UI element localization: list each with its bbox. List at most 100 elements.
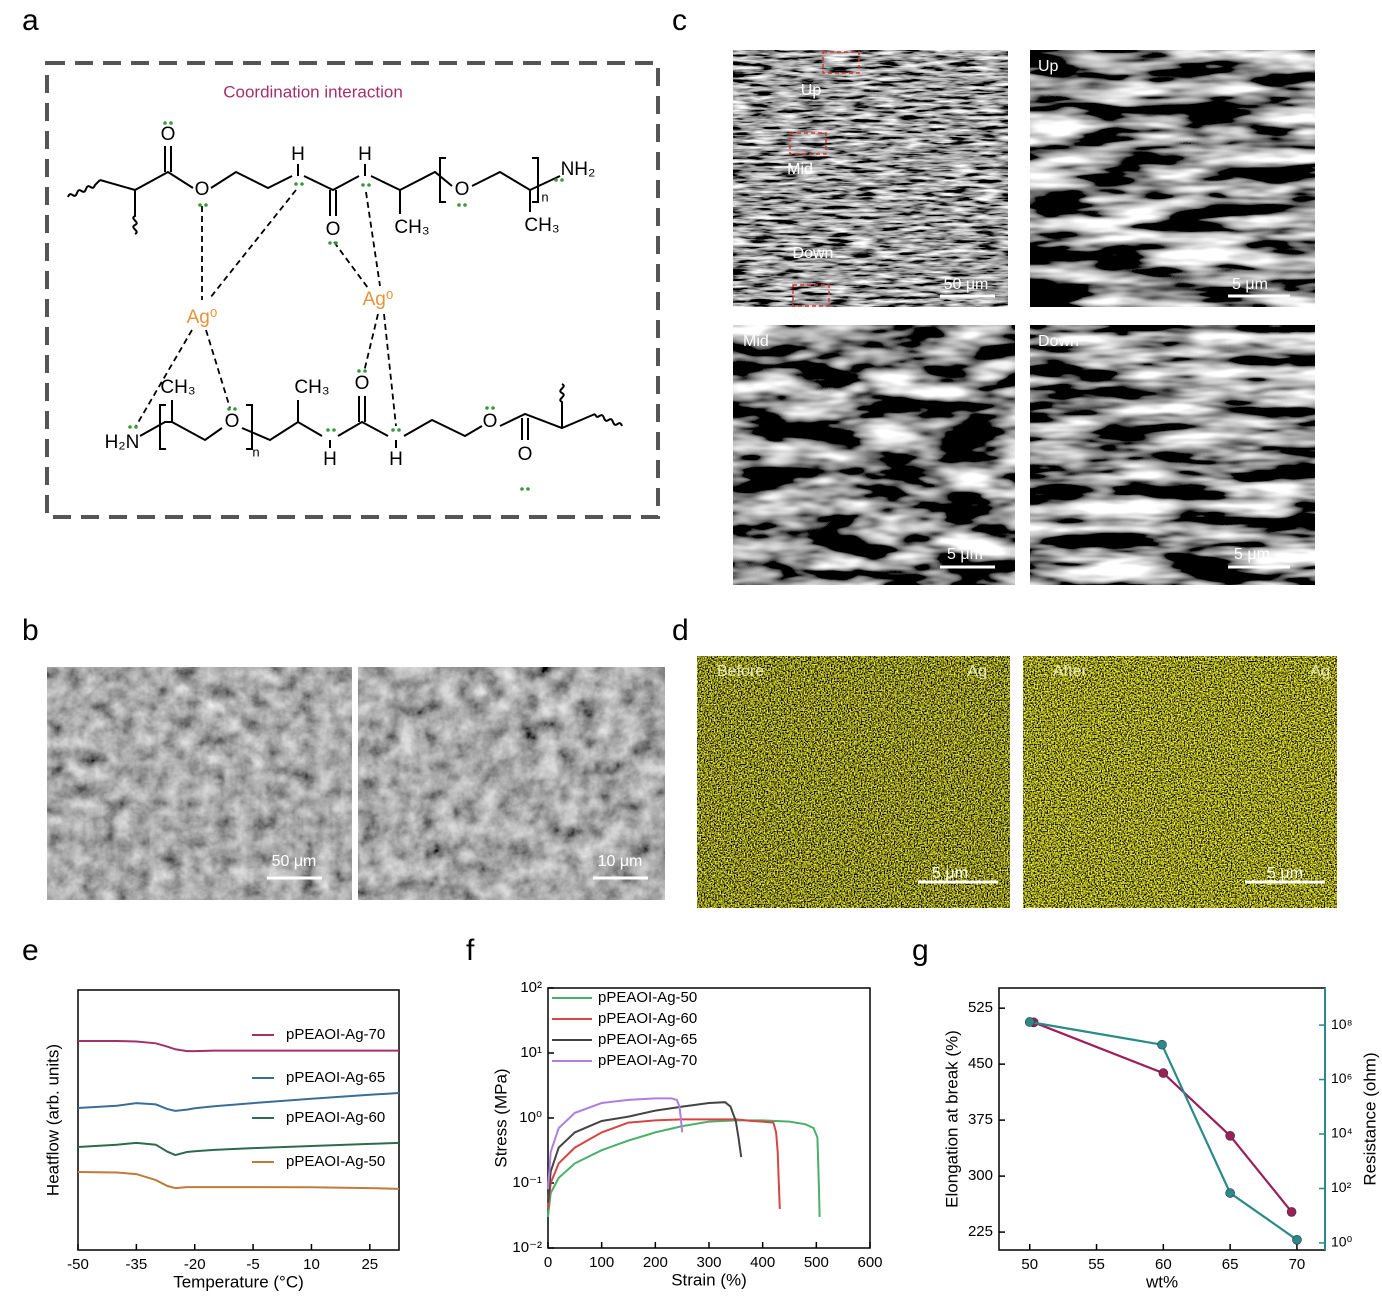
x-tick-label: 65: [1222, 1256, 1239, 1273]
lone-pair: [328, 241, 332, 245]
atom-label: O: [225, 411, 240, 432]
image-label: After: [1053, 663, 1087, 680]
image-label: Ag: [1310, 663, 1330, 680]
atom-label: O: [161, 124, 176, 145]
lone-pair: [294, 182, 298, 186]
x-tick-label: -20: [184, 1256, 206, 1273]
scale-bar-label: 5 μm: [1267, 865, 1303, 882]
x-tick-label: 0: [544, 1254, 552, 1271]
series-line: [547, 1119, 821, 1218]
lone-pair: [560, 178, 564, 182]
scale-bar-label: 5 μm: [947, 546, 983, 563]
y-tick-label: 375: [968, 1111, 993, 1128]
data-point: [1024, 1017, 1035, 1027]
x-tick-label: 500: [804, 1254, 829, 1271]
x-tick-label: 10: [303, 1256, 320, 1273]
series-line: [1029, 1020, 1298, 1241]
lone-pair: [326, 428, 330, 432]
y-tick-label: 10⁰: [519, 1109, 542, 1126]
plot-frame: [547, 987, 871, 1249]
atom-label: H: [358, 144, 372, 165]
legend-label: pPEAOI-Ag-60: [286, 1109, 385, 1126]
y-tick-label: 300: [968, 1167, 993, 1184]
panel-label: g: [912, 934, 929, 967]
data-point: [1292, 1235, 1302, 1245]
atom-label: O: [518, 444, 533, 465]
lone-pair: [357, 369, 361, 373]
atom-label: H₂N: [105, 432, 140, 453]
x-tick-label: 60: [1155, 1256, 1172, 1273]
scale-bar-label: 50 μm: [944, 276, 989, 293]
legend-label: pPEAOI-Ag-50: [598, 989, 697, 1006]
x-tick-label: -35: [126, 1256, 148, 1273]
atom-label: CH₃: [394, 217, 429, 238]
x-axis-title: wt%: [1145, 1272, 1178, 1291]
y2-tick-label: 10²: [1331, 1179, 1352, 1195]
image-label: Down: [793, 245, 834, 262]
x-tick-label: 55: [1088, 1256, 1105, 1273]
x-tick-label: 25: [361, 1256, 378, 1273]
scale-bar-label: 5 μm: [1234, 546, 1270, 563]
y-axis-title: Elongation at break (%): [942, 1030, 961, 1208]
atom-label: n: [541, 189, 548, 204]
series-line: [77, 1141, 400, 1157]
atom-label: CH₃: [160, 377, 195, 398]
series-line: [1033, 1021, 1293, 1213]
atom-label: H: [389, 449, 403, 470]
legend-label: pPEAOI-Ag-65: [286, 1069, 385, 1086]
x-axis-title: Temperature (°C): [173, 1272, 304, 1291]
legend-label: pPEAOI-Ag-65: [598, 1031, 697, 1048]
scheme-title: Coordination interaction: [223, 82, 403, 101]
series-line: [547, 1101, 743, 1203]
image-label: Down: [1038, 333, 1079, 350]
plot-frame: [77, 989, 400, 1251]
lone-pair: [363, 369, 367, 373]
atom-label: CH₃: [294, 377, 329, 398]
data-point: [1157, 1039, 1167, 1050]
y2-tick-label: 10⁴: [1331, 1125, 1353, 1141]
lone-pair: [163, 121, 167, 125]
lone-pair: [520, 487, 524, 491]
micrograph: [733, 325, 1015, 585]
lone-pair: [485, 406, 489, 410]
x-tick-label: 50: [1021, 1256, 1038, 1273]
image-label: Ag: [967, 663, 987, 680]
x-tick-label: 400: [750, 1254, 775, 1271]
lone-pair: [128, 425, 132, 429]
x-tick-label: 70: [1289, 1256, 1306, 1273]
y-axis-title: Stress (MPa): [491, 1068, 510, 1167]
y-tick-label: 10⁻²: [512, 1239, 542, 1256]
atom-label: O: [326, 219, 341, 240]
lone-pair: [361, 183, 365, 187]
x-tick-label: -50: [67, 1256, 89, 1273]
silver-atom: Ag⁰: [187, 307, 218, 328]
data-point: [1158, 1068, 1169, 1078]
image-label: Mid: [787, 161, 813, 178]
y-tick-label: 10⁻¹: [512, 1174, 542, 1191]
legend-label: pPEAOI-Ag-70: [286, 1026, 385, 1043]
panel-label: b: [22, 614, 39, 647]
molecule-skeleton: [67, 146, 623, 450]
lone-pair: [134, 425, 138, 429]
lone-pair: [332, 428, 336, 432]
scale-bar-label: 5 μm: [932, 865, 968, 882]
lone-pair: [334, 241, 338, 245]
micrograph: [697, 656, 1010, 908]
image-label: Up: [801, 82, 822, 99]
panel-label: f: [466, 934, 475, 967]
data-point: [1225, 1188, 1235, 1198]
atom-label: CH₃: [524, 215, 559, 236]
series-line: [77, 1171, 400, 1190]
y-tick-label: 450: [968, 1055, 993, 1072]
image-label: Mid: [743, 333, 769, 350]
x-tick-label: 100: [589, 1254, 614, 1271]
scale-bar-label: 50 μm: [272, 853, 317, 870]
lone-pair: [198, 203, 202, 207]
x-tick-label: -5: [246, 1256, 259, 1273]
atom-label: O: [355, 373, 370, 394]
atom-label: H: [323, 449, 337, 470]
lone-pair: [397, 428, 401, 432]
lone-pair: [554, 178, 558, 182]
panel-label: c: [672, 4, 687, 37]
